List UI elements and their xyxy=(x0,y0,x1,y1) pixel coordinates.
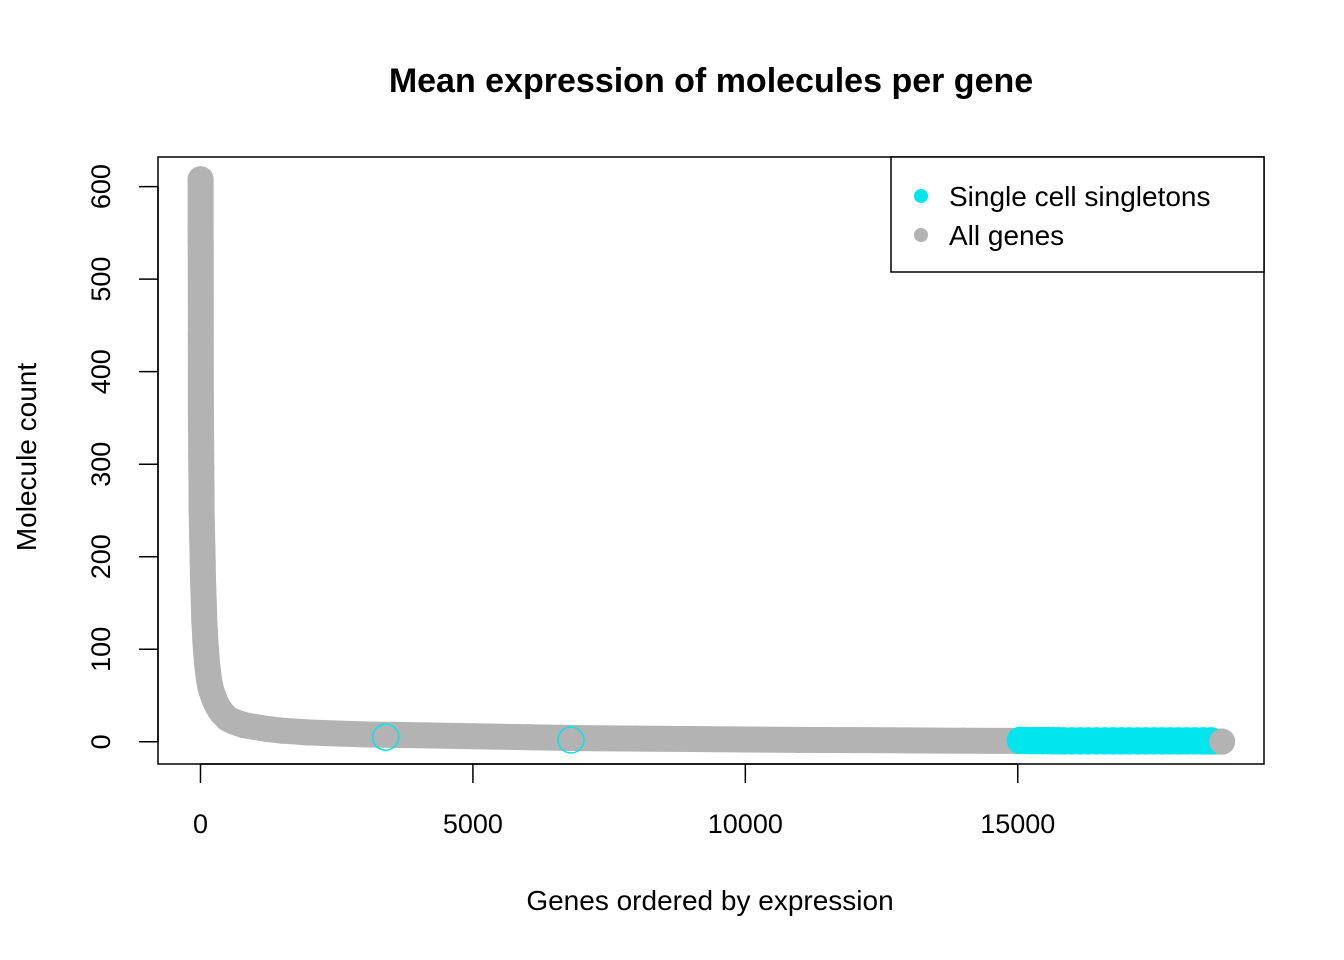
x-tick-label: 0 xyxy=(193,809,208,839)
y-axis-label: Molecule count xyxy=(11,363,42,552)
point-all-genes xyxy=(623,725,650,752)
point-all-genes xyxy=(895,727,922,754)
x-tick-label: 10000 xyxy=(708,809,783,839)
legend-swatch-all-genes xyxy=(914,228,928,242)
point-all-genes xyxy=(188,409,215,436)
y-tick-label: 500 xyxy=(86,257,116,302)
x-tick-label: 5000 xyxy=(443,809,503,839)
y-tick-label: 600 xyxy=(86,164,116,209)
point-all-genes xyxy=(188,454,215,481)
point-all-genes xyxy=(732,726,759,753)
legend-label-single-cell-singletons: Single cell singletons xyxy=(949,181,1211,212)
legend-swatch-single-cell-singletons xyxy=(914,189,928,203)
point-all-genes xyxy=(188,474,215,501)
point-all-genes xyxy=(786,726,813,753)
point-single-cell-singleton xyxy=(371,723,400,751)
point-all-genes xyxy=(568,725,595,752)
y-tick-label: 0 xyxy=(86,734,116,749)
point-all-genes xyxy=(350,721,377,748)
point-all-genes xyxy=(405,722,432,749)
point-all-genes xyxy=(190,589,217,616)
legend-box xyxy=(890,156,1265,273)
point-all-genes xyxy=(187,166,214,193)
axes: 0 5000 10000 15000 0 100 200 300 400 500 600 xyxy=(86,164,1055,839)
point-all-genes xyxy=(323,720,350,747)
y-tick-label: 200 xyxy=(86,534,116,579)
point-all-genes xyxy=(187,320,214,347)
x-tick-label: 15000 xyxy=(980,809,1055,839)
point-all-genes xyxy=(459,723,486,750)
legend-label-all-genes: All genes xyxy=(949,220,1064,251)
data-points xyxy=(187,166,1236,755)
legend: Single cell singletons All genes xyxy=(890,156,1265,273)
point-all-genes xyxy=(841,727,868,754)
point-all-genes xyxy=(514,724,541,751)
point-all-genes xyxy=(677,726,704,753)
x-axis-label: Genes ordered by expression xyxy=(526,885,893,916)
y-tick-label: 400 xyxy=(86,349,116,394)
point-all-genes xyxy=(296,719,323,746)
y-tick-label: 100 xyxy=(86,627,116,672)
point-all-genes xyxy=(1209,728,1236,755)
point-all-genes xyxy=(187,229,214,256)
point-single-cell-singleton xyxy=(557,726,585,754)
y-tick-label: 300 xyxy=(86,442,116,487)
point-all-genes xyxy=(269,717,296,744)
point-all-genes xyxy=(190,571,217,598)
point-all-genes xyxy=(950,727,977,754)
chart-title: Mean expression of molecules per gene xyxy=(389,62,1033,100)
